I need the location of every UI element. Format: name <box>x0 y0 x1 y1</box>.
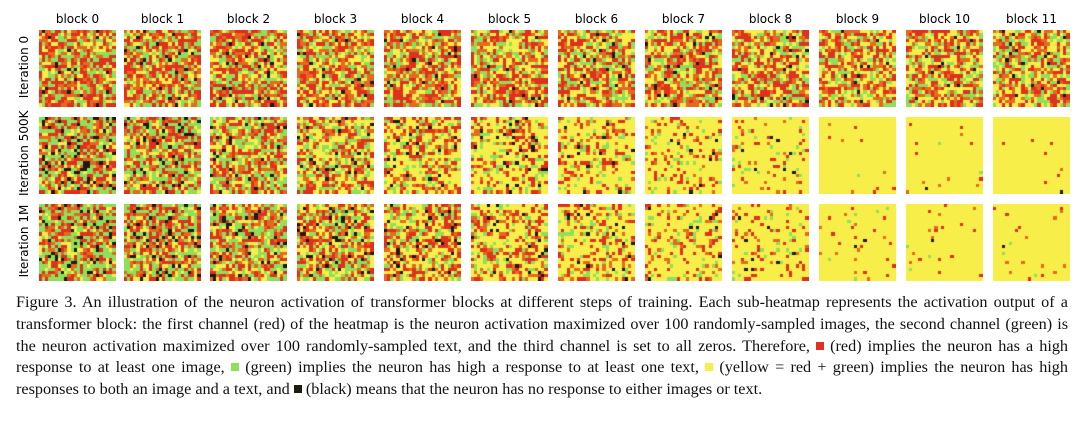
row-label-2: Iteration 1M <box>17 204 31 278</box>
row-label-1: Iteration 500K <box>17 110 31 197</box>
heatmap-row2-block2 <box>210 204 287 281</box>
green-swatch-icon <box>230 363 239 372</box>
heatmap-row0-block6 <box>558 30 635 107</box>
caption-text-5: (black) means that the neuron has no res… <box>305 380 763 399</box>
heatmap-row0-block4 <box>384 30 461 107</box>
column-header-8: block 8 <box>748 12 793 26</box>
heatmap-row2-block3 <box>297 204 374 281</box>
heatmap-row2-block8 <box>732 204 809 281</box>
heatmap-row1-block0 <box>39 117 116 194</box>
heatmap-row0-block5 <box>471 30 548 107</box>
heatmap-row1-block3 <box>297 117 374 194</box>
figure-3: block 0 block 1 block 2 block 3 block 4 block… <box>17 12 1070 281</box>
heatmap-row2-block1 <box>124 204 201 281</box>
caption-text-3: (green) implies the neuron has high a re… <box>245 358 699 377</box>
heatmap-row2-block10 <box>906 204 983 281</box>
column-header-3: block 3 <box>313 12 358 26</box>
heatmap-row1-block5 <box>471 117 548 194</box>
heatmap-row2-block7 <box>645 204 722 281</box>
heatmap-row1-block9 <box>819 117 896 194</box>
heatmap-row1-block2 <box>210 117 287 194</box>
heatmap-row0-block9 <box>819 30 896 107</box>
heatmap-row2-block11 <box>993 204 1070 281</box>
column-header-4: block 4 <box>400 12 445 26</box>
heatmap-row1-block7 <box>645 117 722 194</box>
heatmap-row1-block10 <box>906 117 983 194</box>
heatmap-row0-block11 <box>993 30 1070 107</box>
figure-caption: Figure 3. An illustration of the neuron … <box>16 292 1068 401</box>
column-header-9: block 9 <box>835 12 880 26</box>
caption-text-2: (red) implies the neuron has a high resp… <box>16 336 1069 377</box>
column-header-5: block 5 <box>487 12 532 26</box>
heatmap-row0-block8 <box>732 30 809 107</box>
heatmap-row0-block0 <box>39 30 116 107</box>
heatmap-row0-block10 <box>906 30 983 107</box>
heatmap-row1-block11 <box>993 117 1070 194</box>
heatmap-row1-block8 <box>732 117 809 194</box>
yellow-swatch-icon <box>705 363 714 372</box>
heatmap-row2-block6 <box>558 204 635 281</box>
heatmap-row2-block0 <box>39 204 116 281</box>
column-header-10: block 10 <box>919 12 970 26</box>
column-header-11: block 11 <box>1006 12 1057 26</box>
heatmap-row0-block3 <box>297 30 374 107</box>
heatmap-row1-block4 <box>384 117 461 194</box>
black-swatch-icon <box>293 385 302 394</box>
column-header-1: block 1 <box>140 12 185 26</box>
heatmap-row1-block1 <box>124 117 201 194</box>
heatmap-row1-block6 <box>558 117 635 194</box>
heatmap-row0-block2 <box>210 30 287 107</box>
red-swatch-icon <box>816 341 825 350</box>
column-header-0: block 0 <box>55 12 100 26</box>
heatmap-row0-block1 <box>124 30 201 107</box>
caption-text-4: (yellow = red + green) implies the neuro… <box>16 358 1068 399</box>
column-header-7: block 7 <box>661 12 706 26</box>
heatmap-row2-block4 <box>384 204 461 281</box>
row-label-0: Iteration 0 <box>17 35 31 99</box>
heatmap-row0-block7 <box>645 30 722 107</box>
column-header-6: block 6 <box>574 12 619 26</box>
heatmap-row2-block9 <box>819 204 896 281</box>
caption-text-1: Figure 3. An illustration of the neuron … <box>16 293 1068 355</box>
heatmap-row2-block5 <box>471 204 548 281</box>
column-header-2: block 2 <box>226 12 271 26</box>
